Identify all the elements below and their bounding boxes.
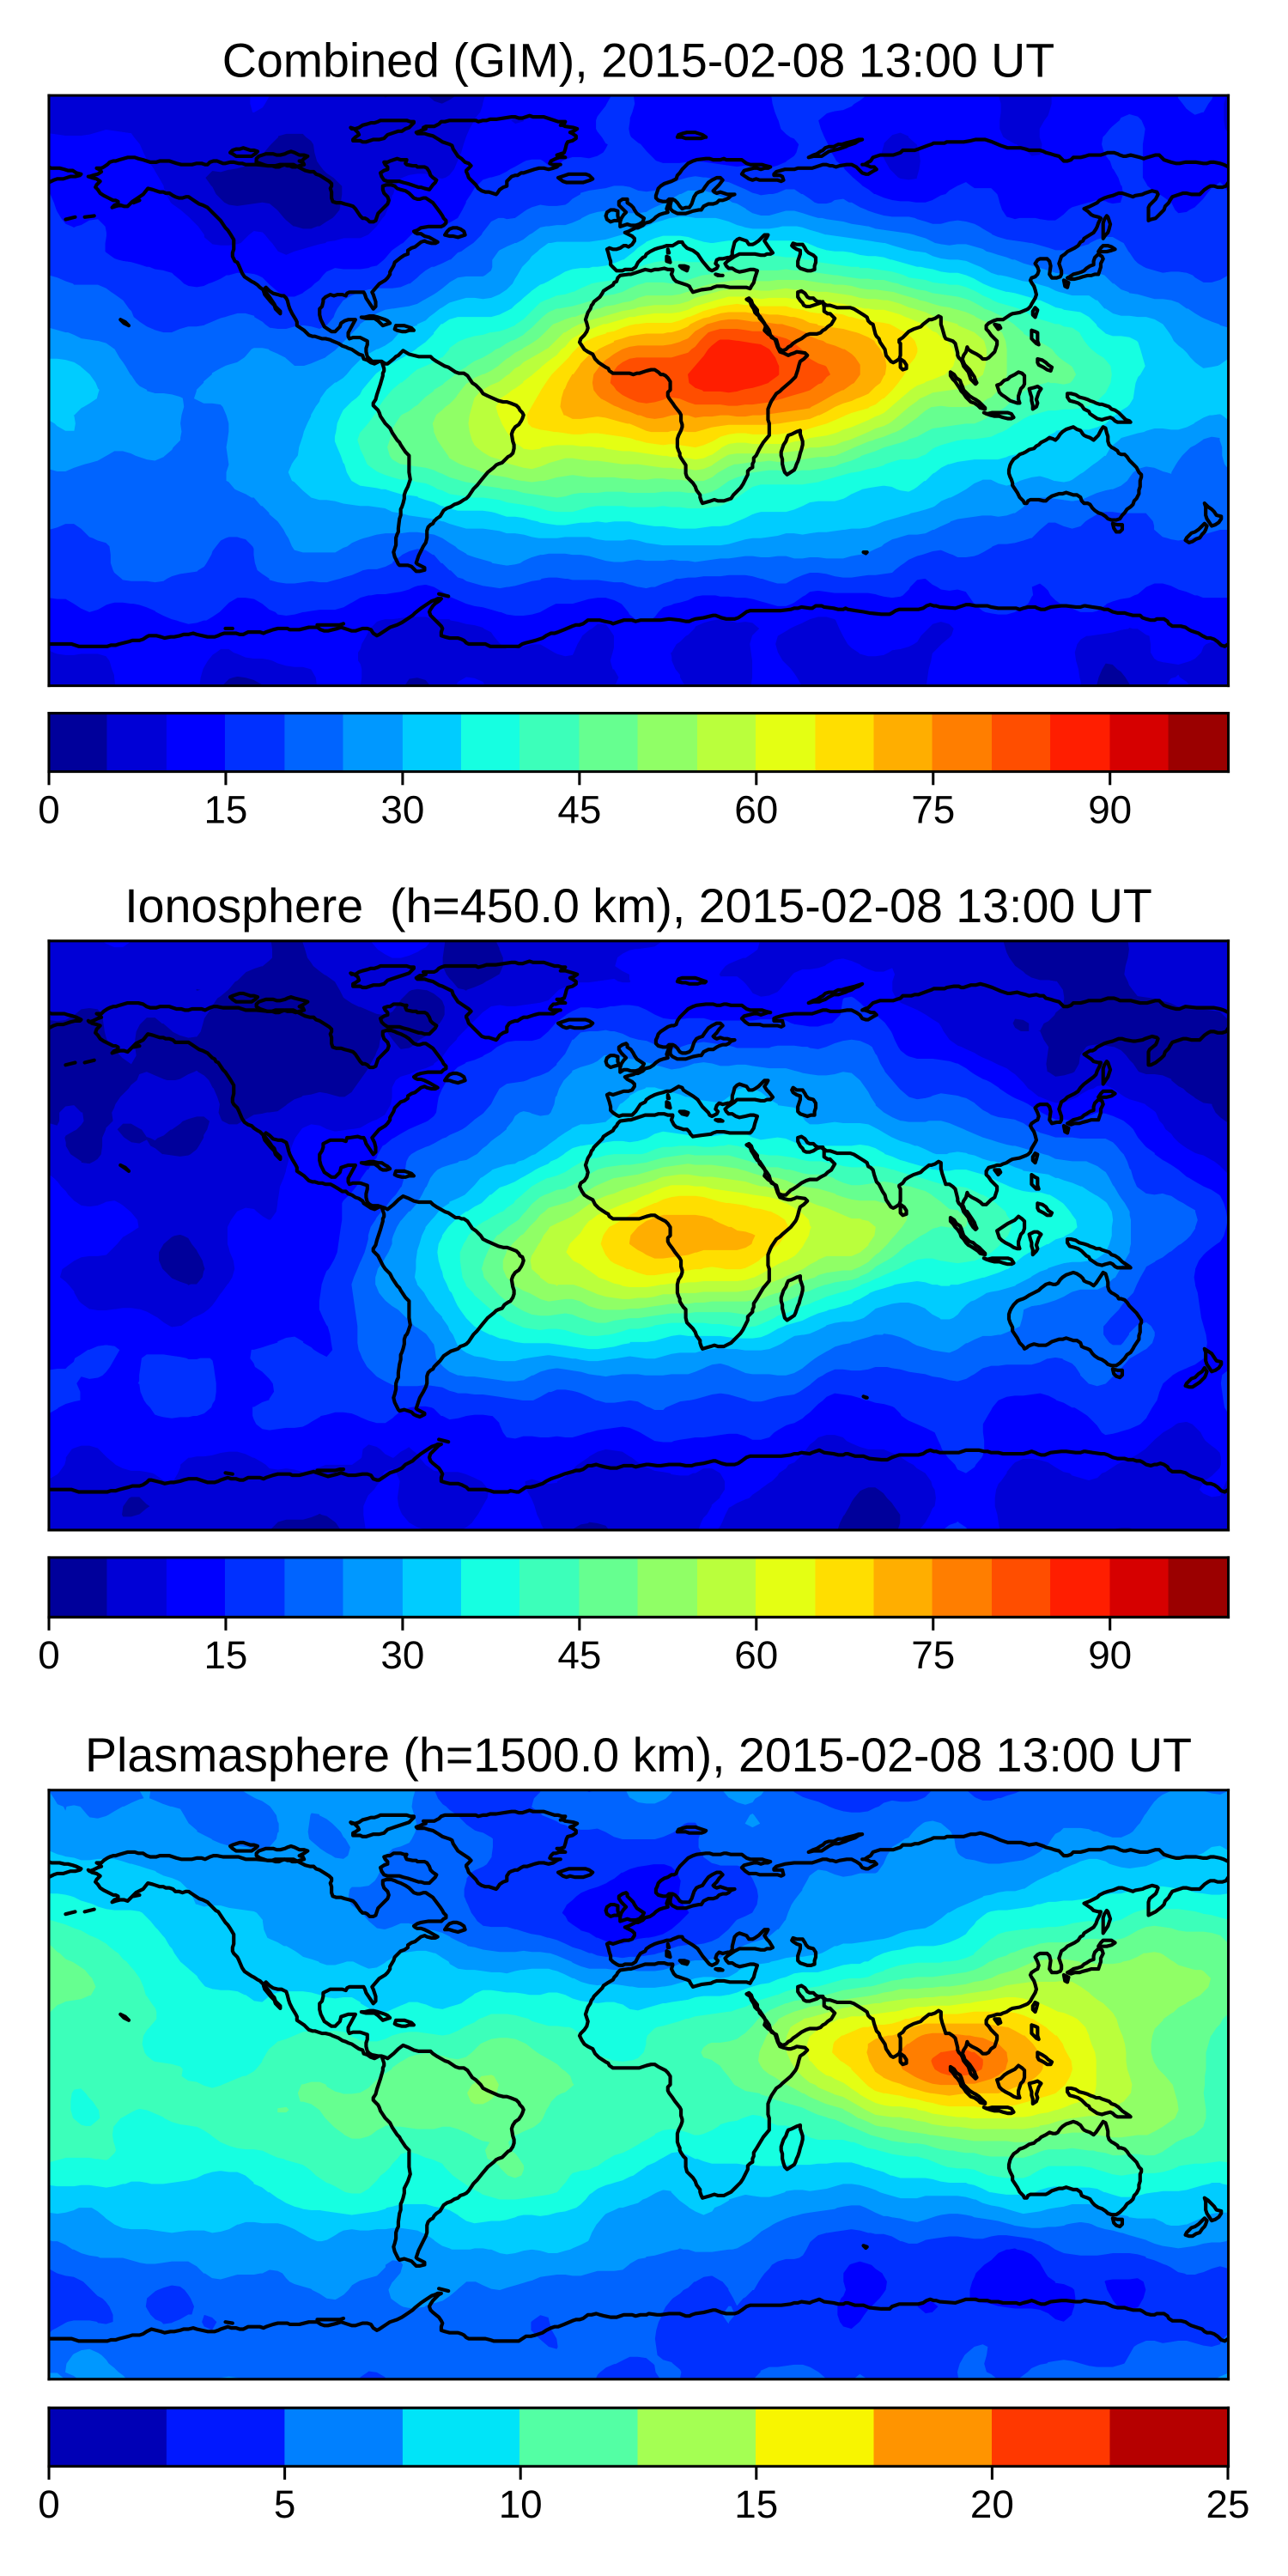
svg-text:15: 15 [204, 1633, 247, 1677]
svg-text:90: 90 [1088, 1633, 1132, 1677]
svg-text:20: 20 [970, 2482, 1014, 2526]
svg-text:10: 10 [499, 2482, 543, 2526]
svg-text:90: 90 [1088, 788, 1132, 832]
svg-text:0: 0 [38, 788, 60, 832]
svg-text:0: 0 [38, 2482, 60, 2526]
svg-text:60: 60 [734, 1633, 778, 1677]
svg-text:0: 0 [38, 1633, 60, 1677]
svg-text:45: 45 [557, 788, 601, 832]
svg-text:75: 75 [911, 1633, 955, 1677]
svg-text:Combined (GIM), 2015-02-08 13:: Combined (GIM), 2015-02-08 13:00 UT [222, 33, 1054, 87]
svg-text:Ionosphere (h=450.0 km), 2015: Ionosphere (h=450.0 km), 2015-02-08 13:0… [125, 879, 1152, 933]
svg-text:15: 15 [204, 788, 247, 832]
svg-text:60: 60 [734, 788, 778, 832]
svg-text:15: 15 [734, 2482, 778, 2526]
svg-text:5: 5 [274, 2482, 296, 2526]
svg-text:45: 45 [557, 1633, 601, 1677]
svg-text:Plasmasphere (h=1500.0 km), 20: Plasmasphere (h=1500.0 km), 2015-02-08 1… [85, 1728, 1192, 1782]
svg-text:25: 25 [1206, 2482, 1250, 2526]
svg-text:30: 30 [380, 788, 424, 832]
svg-text:75: 75 [911, 788, 955, 832]
svg-text:30: 30 [380, 1633, 424, 1677]
